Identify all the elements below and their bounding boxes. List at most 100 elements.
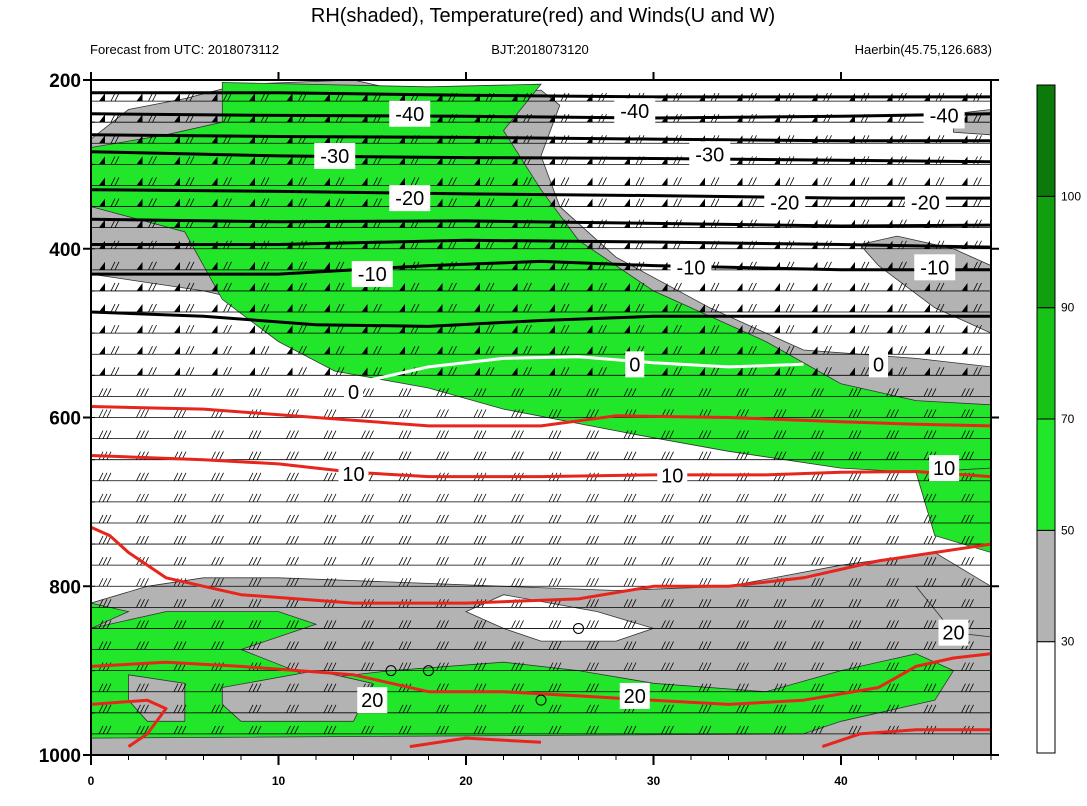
rh-marker-circle — [573, 622, 584, 634]
wind-barb-feather — [961, 662, 966, 671]
wind-barb-feather — [361, 535, 366, 545]
wind-barb-feather — [586, 535, 591, 545]
wind-barb-feather — [369, 451, 374, 460]
wind-barb-feather — [594, 620, 599, 629]
wind-barb-feather — [98, 620, 104, 629]
wind-barb-pennant — [136, 156, 143, 165]
wind-barb-pennant — [661, 198, 668, 207]
wind-barb-feather — [219, 472, 224, 481]
wind-barb-feather — [552, 430, 558, 439]
wind-barb-feather — [602, 303, 607, 313]
wind-barb-feather — [365, 556, 370, 566]
wind-barb-feather — [860, 303, 866, 313]
wind-barb-pennant — [211, 93, 218, 102]
wind-barb-feather — [185, 198, 191, 207]
wind-barb-feather — [631, 430, 637, 439]
wind-barb-feather — [781, 599, 787, 608]
wind-barb-feather — [969, 409, 974, 418]
wind-barb-feather — [252, 683, 258, 692]
wind-barb-feather — [144, 493, 149, 503]
colorbar-segment — [1036, 195, 1056, 309]
wind-barb-feather — [594, 514, 599, 524]
wind-barb-feather — [177, 641, 183, 650]
temperature-contours-cold — [91, 91, 991, 328]
cold-temperature-contour — [91, 217, 991, 228]
wind-barb-feather — [223, 282, 228, 292]
wind-barb-feather — [148, 346, 153, 355]
wind-barb-feather — [856, 662, 862, 671]
wind-barb-feather — [710, 324, 716, 334]
wind-barb-feather — [815, 556, 820, 566]
wind-barb-feather — [665, 556, 670, 566]
wind-barb-feather — [598, 303, 603, 313]
wind-barb-feather — [886, 388, 891, 397]
wind-barb-feather — [939, 324, 945, 334]
wind-barb-pennant — [736, 346, 743, 355]
wind-barb-feather — [927, 556, 933, 566]
wind-barb-feather — [452, 367, 457, 376]
wind-barb-feather — [860, 367, 866, 376]
wind-barb-feather — [189, 367, 195, 376]
wind-barb-feather — [136, 514, 141, 524]
colorbar-segment — [1036, 529, 1056, 643]
contour-label-box — [764, 189, 806, 216]
wind-barb-feather — [414, 177, 420, 186]
cold-temperature-contour — [91, 310, 991, 328]
wind-barb-feather — [114, 367, 120, 376]
wind-barb-feather — [436, 535, 441, 545]
wind-barb-feather — [961, 409, 966, 418]
wind-barb-feather — [298, 156, 303, 165]
wind-barb-feather — [890, 620, 895, 629]
wind-barb-feather — [548, 388, 554, 397]
wind-barb-feather — [736, 683, 741, 692]
wind-barb-feather — [661, 683, 666, 692]
wind-barb-feather — [848, 514, 854, 524]
wind-barb-pennant — [249, 325, 255, 334]
wind-barb-feather — [823, 282, 828, 292]
wind-barb-feather — [677, 177, 682, 186]
wind-barb-feather — [552, 388, 558, 397]
wind-barb-feather — [856, 409, 862, 418]
wind-barb-feather — [519, 641, 524, 650]
wind-barb-feather — [523, 367, 528, 376]
wind-barb-feather — [211, 578, 216, 587]
wind-barb-feather — [481, 409, 487, 418]
wind-barb-feather — [965, 493, 970, 503]
wind-barb-feather — [515, 725, 520, 735]
wind-barb-feather — [331, 556, 337, 566]
wind-barb-feather — [661, 451, 666, 460]
wind-barb-feather — [552, 535, 558, 545]
wind-barb-feather — [473, 430, 479, 439]
wind-barb-feather — [331, 451, 337, 460]
wind-barb-feather — [302, 261, 307, 271]
wind-barb-feather — [339, 367, 345, 376]
wind-barb-pennant — [474, 346, 480, 355]
wind-barb-feather — [398, 451, 404, 460]
wind-barb-feather — [519, 704, 524, 713]
wind-barb-feather — [511, 725, 516, 735]
wind-barb-feather — [110, 177, 116, 186]
wind-barb-feather — [223, 156, 228, 165]
contour-label-text: 10 — [933, 458, 955, 480]
wind-barb-feather — [477, 493, 483, 503]
wind-barb-feather — [927, 683, 933, 692]
wind-barb-pennant — [99, 346, 105, 355]
contour-label: -30 — [689, 141, 731, 168]
wind-barb-feather — [177, 704, 183, 713]
wind-barb-feather — [590, 556, 595, 566]
wind-barb-feather — [323, 451, 329, 460]
wind-barb-feather — [785, 282, 791, 292]
wind-barb-feather — [590, 683, 595, 692]
wind-barb-feather — [898, 303, 903, 313]
wind-barb-feather — [977, 303, 982, 313]
wind-barb-feather — [519, 683, 524, 692]
contour-label-text: 0 — [348, 382, 359, 404]
wind-barb-feather — [631, 599, 637, 608]
contour-label: -40 — [389, 100, 431, 127]
wind-barb-feather — [444, 388, 449, 397]
wind-barb-feather — [548, 662, 554, 671]
wind-barb-pennant — [399, 177, 405, 186]
wind-barb-feather — [594, 578, 599, 587]
wind-barb-feather — [140, 704, 145, 713]
wind-barb-feather — [635, 303, 641, 313]
